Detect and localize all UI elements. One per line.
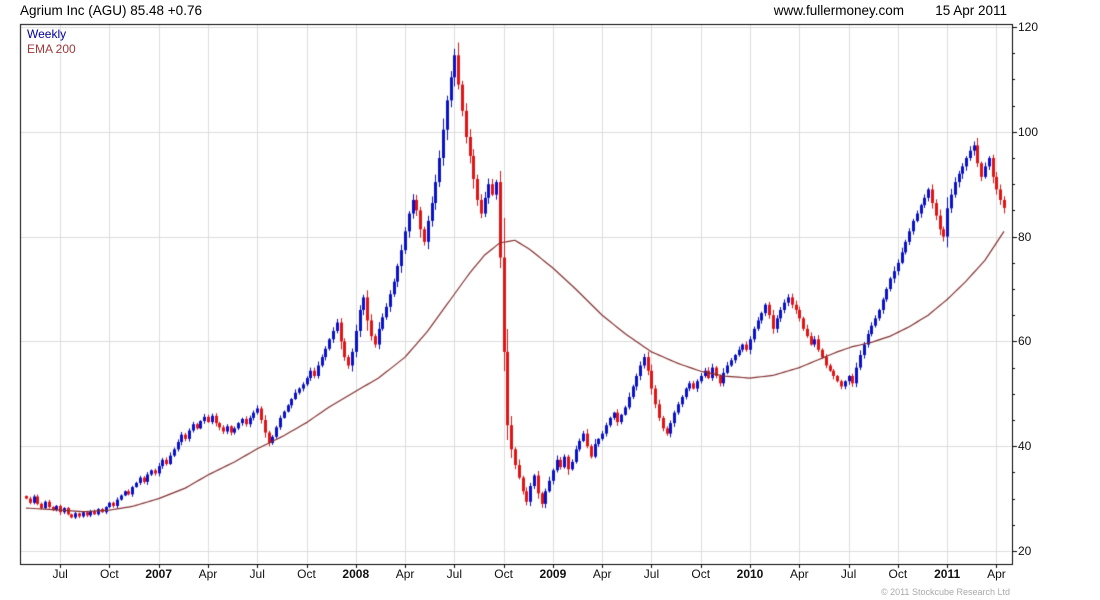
x-axis-label: Jul (643, 567, 660, 581)
x-axis-label: 2010 (736, 567, 764, 581)
date-label: 15 Apr 2011 (935, 3, 1007, 18)
x-axis-label: 2008 (342, 567, 370, 581)
legend-item-weekly: Weekly (27, 27, 67, 41)
x-axis-label: Apr (987, 567, 1006, 581)
x-axis-label: Jul (52, 567, 68, 581)
website-link[interactable]: www.fullermoney.com (773, 3, 904, 18)
x-axis-label: Apr (789, 567, 809, 581)
x-axis-label: 2009 (539, 567, 567, 581)
x-axis-label: Apr (592, 567, 612, 581)
y-axis-label: 120 (1018, 20, 1039, 34)
y-axis-label: 60 (1018, 334, 1032, 349)
chart-legend: Weekly EMA 200 (27, 27, 76, 57)
x-axis-label: Jul (249, 567, 265, 581)
x-axis-label: Oct (691, 567, 711, 581)
x-axis-label: Oct (494, 567, 513, 581)
legend-item-ema-200: EMA 200 (27, 42, 76, 56)
page-title: Agrium Inc (AGU) 85.48 +0.76 (20, 3, 202, 18)
x-axis-label: Apr (198, 567, 218, 581)
y-axis-label: 20 (1018, 544, 1032, 558)
y-axis-label: 100 (1018, 124, 1039, 139)
x-axis-label: Oct (888, 567, 908, 581)
x-axis-label: Jul (840, 567, 857, 581)
x-axis-label: 2011 (934, 567, 961, 581)
x-axis-label: Apr (395, 567, 415, 581)
x-axis-label: Jul (446, 567, 463, 581)
x-axis-label: Oct (100, 567, 119, 581)
copyright-notice: © 2011 Stockcube Research Ltd (880, 587, 1010, 597)
x-axis-label: Oct (297, 567, 316, 581)
y-axis-label: 40 (1018, 439, 1032, 454)
x-axis-label: 2007 (145, 567, 173, 581)
y-axis-label: 80 (1018, 229, 1032, 244)
